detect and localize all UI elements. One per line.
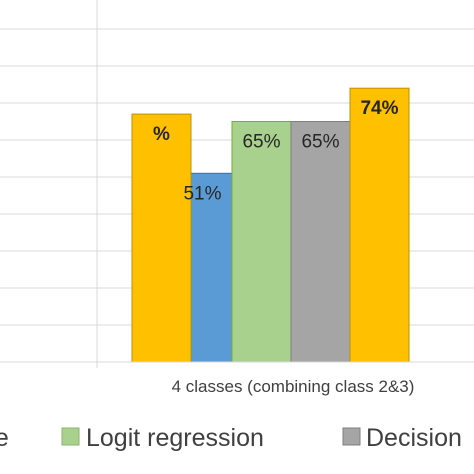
legend-label-ne: ne xyxy=(0,424,9,452)
bars xyxy=(131,87,410,363)
data-label-series-3-cat-0: % xyxy=(153,124,170,145)
legend-label-decision: Decision xyxy=(366,424,462,452)
legend-label-logit-regression: Logit regression xyxy=(86,424,264,452)
legend-swatch-decision xyxy=(342,427,361,446)
bar-series-2-cat-1 xyxy=(290,121,351,363)
bar-series-1-cat-1 xyxy=(231,121,292,363)
legend: ne Logit regression Decision xyxy=(0,424,462,452)
data-labels: 51% 65% 65%% 74% xyxy=(153,98,399,204)
data-label-series-1-cat-1: 65% xyxy=(242,132,280,153)
bar-series-3-cat-1 xyxy=(349,87,410,363)
data-label-series-2-cat-1: 65% xyxy=(301,132,339,153)
legend-swatch-logit-regression xyxy=(61,427,80,446)
bar-series-3-cat-0 xyxy=(131,113,192,363)
data-label-series-0-cat-1: 51% xyxy=(183,183,221,204)
data-label-series-3-cat-1: 74% xyxy=(360,98,398,119)
x-axis: 4 classes (combining class 2&3) xyxy=(0,0,474,396)
category-label: 4 classes (combining class 2&3) xyxy=(172,377,415,396)
